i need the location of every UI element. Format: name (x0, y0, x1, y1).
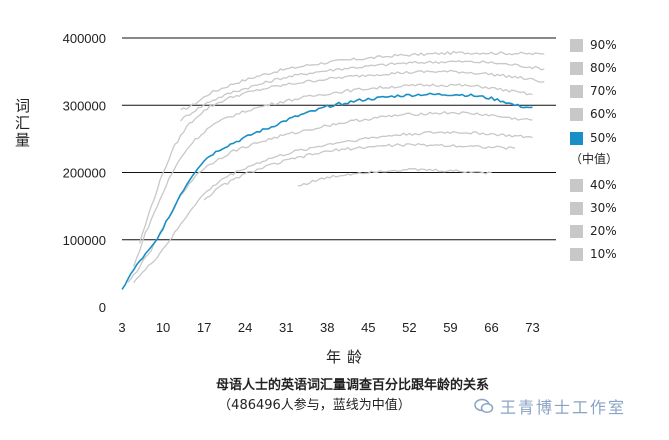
legend-item: 90% (570, 36, 617, 54)
legend-swatch (570, 38, 583, 52)
legend-item: 80% (570, 59, 617, 77)
series-line-80pct (180, 60, 545, 122)
chart-title: 母语人士的英语词汇量调查百分比跟年龄的关系 (215, 378, 489, 393)
legend-swatch (570, 131, 583, 145)
legend-label: 20% (590, 224, 617, 238)
x-tick-label: 3 (118, 320, 125, 335)
x-axis-label: 年龄 (326, 348, 369, 366)
series-line-30pct (133, 130, 533, 284)
legend-label: 90% (590, 38, 617, 52)
legend-item: 60% (570, 105, 617, 123)
series-line-70pct (138, 69, 545, 244)
series-line-50pct (121, 92, 533, 290)
chart-subtitle: （486496人参与，蓝线为中值） (218, 398, 411, 413)
legend-median-note: （中值） (570, 152, 619, 166)
legend-item: 70% (570, 82, 617, 100)
x-tick-label: 17 (197, 320, 211, 335)
series-lines (121, 50, 545, 290)
watermark: 王青博士工作室 (474, 394, 626, 418)
legend-label: 60% (590, 107, 617, 121)
x-tick-label: 59 (443, 320, 457, 335)
series-line-60pct (133, 83, 533, 267)
legend-item: 20% (570, 222, 617, 240)
legend-item: 30% (570, 199, 617, 217)
y-tick-label: 200000 (63, 166, 106, 181)
legend-swatch (570, 247, 583, 261)
legend-swatch (570, 201, 583, 215)
legend-label: 70% (590, 84, 617, 98)
series-line-10pct (297, 167, 492, 187)
watermark-text: 王青博士工作室 (500, 398, 627, 417)
legend-swatch (570, 84, 583, 98)
y-tick-label: 0 (99, 300, 106, 315)
legend-label: 30% (590, 201, 617, 215)
series-line-90pct (180, 50, 545, 111)
y-tick-label: 300000 (63, 98, 106, 113)
legend-label: 10% (590, 247, 617, 261)
legend-swatch (570, 61, 583, 75)
y-tick-label: 100000 (63, 233, 106, 248)
legend-swatch (570, 178, 583, 192)
x-tick-label: 66 (484, 320, 498, 335)
wechat-icon (474, 398, 494, 414)
x-tick-label: 52 (402, 320, 416, 335)
legend-item: 40% (570, 176, 617, 194)
legend-swatch (570, 224, 583, 238)
x-tick-label: 31 (279, 320, 293, 335)
series-line-20pct (203, 142, 516, 201)
x-tick-label: 10 (156, 320, 170, 335)
x-tick-label: 73 (525, 320, 539, 335)
legend-label: 50% (590, 131, 617, 145)
x-tick-label: 24 (238, 320, 252, 335)
x-tick-label: 38 (320, 320, 334, 335)
legend-item: 10% (570, 245, 617, 263)
legend-swatch (570, 107, 583, 121)
legend-label: 80% (590, 61, 617, 75)
y-tick-labels: 0 100000 200000 300000 400000 (63, 31, 106, 315)
x-tick-labels: 3 10 17 24 31 38 45 52 59 66 73 (118, 320, 539, 335)
legend-label: 40% (590, 178, 617, 192)
y-axis-label: 词汇量 (13, 98, 31, 149)
legend-item: 50% (570, 129, 617, 147)
x-tick-label: 45 (361, 320, 375, 335)
y-tick-label: 400000 (63, 31, 106, 46)
series-line-40pct (127, 111, 533, 283)
